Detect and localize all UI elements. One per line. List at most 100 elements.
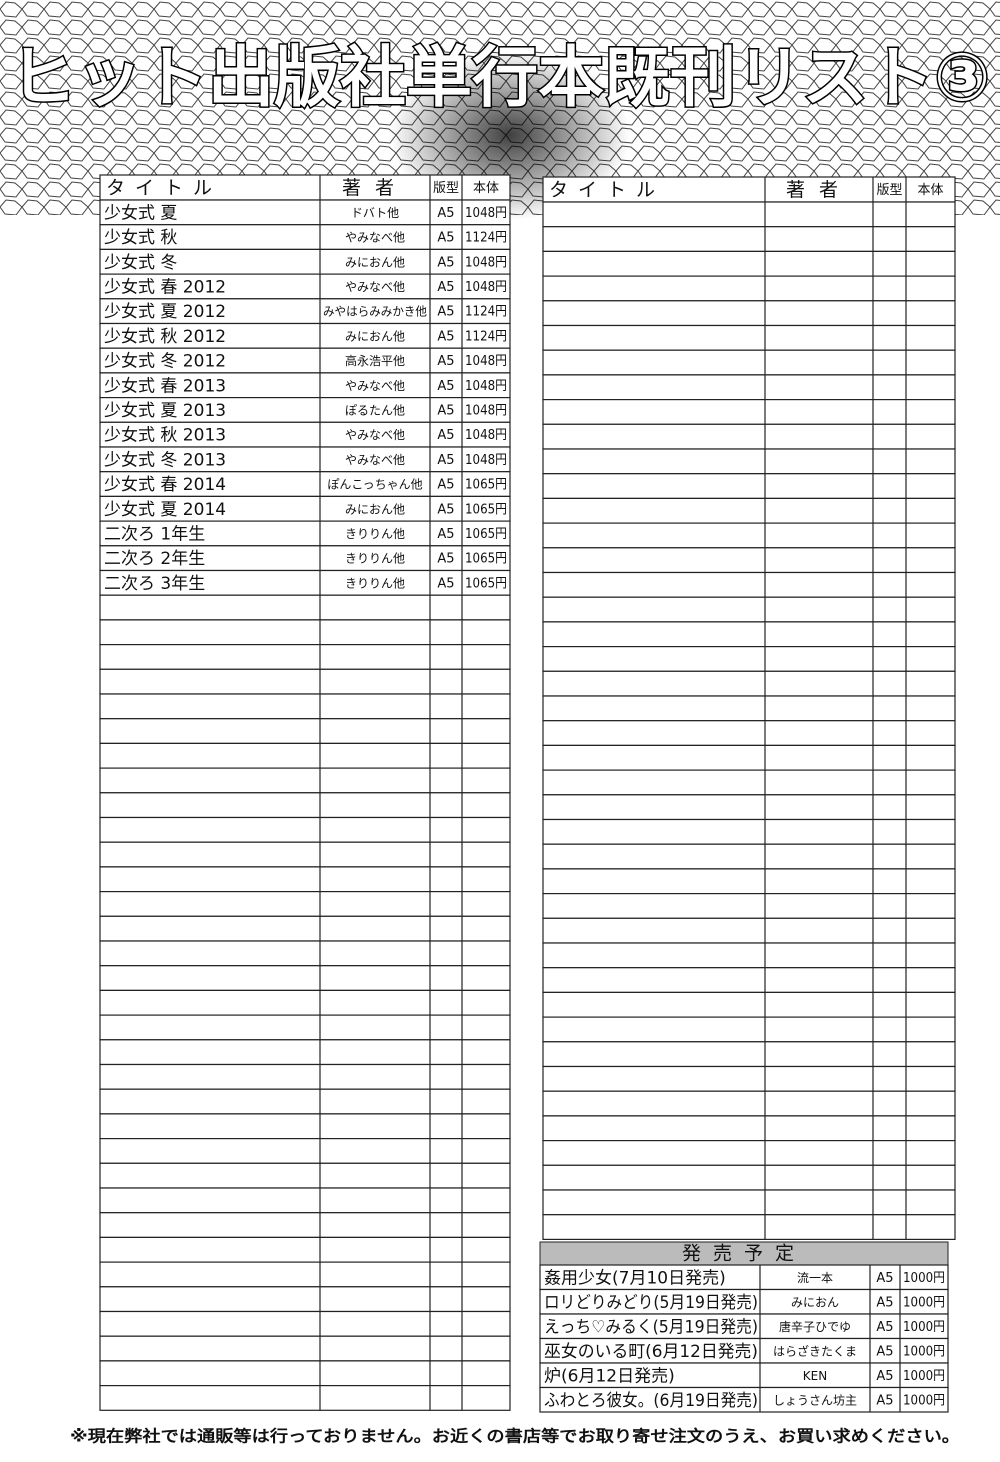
row [542,448,956,475]
row [542,1090,956,1117]
row [542,695,956,722]
row [542,1139,956,1166]
row [542,1065,956,1092]
row [99,989,511,1016]
row [99,792,511,819]
format: A5 [437,403,454,418]
title: えっち♡みるく(5月19日発売) [544,1317,758,1337]
row [99,1310,511,1337]
row [99,1384,511,1411]
row [99,1088,511,1115]
title: 少女式 冬 2012 [104,352,226,372]
row [539,1386,949,1413]
price: 1000円 [903,1320,945,1335]
title: 少女式 冬 2013 [104,450,226,470]
format: A5 [437,552,454,567]
author: きりりん他 [345,576,405,590]
row [539,1264,949,1291]
format: A5 [876,1271,893,1286]
row [99,1360,511,1387]
row [99,1113,511,1140]
title: 二次ろ 3年生 [104,574,205,594]
row [99,421,511,448]
row [99,569,511,596]
row [542,868,956,895]
price: 1124円 [465,329,507,344]
price: 1048円 [465,280,507,295]
row [99,816,511,843]
row [99,1335,511,1362]
author: ぽるたん他 [345,403,405,417]
row [99,965,511,992]
price: 1048円 [465,428,507,443]
row [542,497,956,524]
format: A5 [437,329,454,344]
author: 唐辛子ひでゆ [779,1319,851,1334]
row [542,769,956,796]
author: みやはらみみかき他 [323,305,427,319]
row [99,693,511,720]
row [99,446,511,473]
author: やみなべ他 [345,379,405,393]
row [542,744,956,771]
format: A5 [876,1320,893,1335]
price: 1065円 [465,576,507,591]
column-header: タイトル [106,177,222,199]
row [542,399,956,425]
price: 1048円 [465,206,507,221]
row [99,619,511,646]
price: 1000円 [903,1344,945,1359]
title: 少女式 春 2013 [104,376,226,396]
row [99,718,511,745]
price: 1048円 [465,403,507,418]
title: 少女式 春 2012 [104,277,226,297]
row [542,1115,956,1142]
price: 1065円 [465,502,507,517]
title: 少女式 春 2014 [104,475,226,495]
price: 1000円 [903,1271,945,1286]
column-header: 本体 [473,181,499,196]
author: みにおん他 [345,502,405,516]
price: 1124円 [465,231,507,246]
title: 少女式 冬 [104,253,177,273]
row [99,545,511,572]
format: A5 [876,1295,893,1310]
row [542,571,956,598]
row [99,273,511,300]
row [542,349,956,376]
title: 少女式 夏 2012 [104,302,226,322]
row [542,720,956,747]
price: 1048円 [465,354,507,369]
price: 1048円 [465,453,507,468]
price: 1048円 [465,379,507,394]
row [99,1162,511,1189]
author: やみなべ他 [345,428,405,442]
row [542,843,956,870]
price: 1124円 [465,305,507,320]
footer-note: ※現在弊社では通販等は行っておりません。お近くの書店等でお取り寄せ注文のうえ、お… [70,1427,960,1446]
column-header: 著者 [786,179,852,201]
row [542,967,956,994]
format: A5 [437,354,454,369]
title: 姦用少女(7月10日発売) [544,1268,726,1288]
author: ぽんこっちゃん他 [327,478,422,492]
author: ドバト他 [351,206,399,220]
format: A5 [437,576,454,591]
row [99,890,511,917]
author: やみなべ他 [345,231,405,245]
row [99,594,511,621]
row [99,199,511,226]
row [99,248,511,275]
author: KEN [803,1369,827,1383]
upcoming-heading: 発売予定 [682,1243,806,1265]
price: 1000円 [903,1393,945,1408]
row [99,1187,511,1214]
title: 少女式 夏 2013 [104,401,226,421]
title: 少女式 夏 2014 [104,500,226,520]
column-header: 版型 [433,181,459,196]
author: 流一本 [797,1271,833,1285]
format: A5 [437,280,454,295]
author: みにおん他 [345,329,405,343]
title: 炉(6月12日発売) [544,1366,675,1386]
